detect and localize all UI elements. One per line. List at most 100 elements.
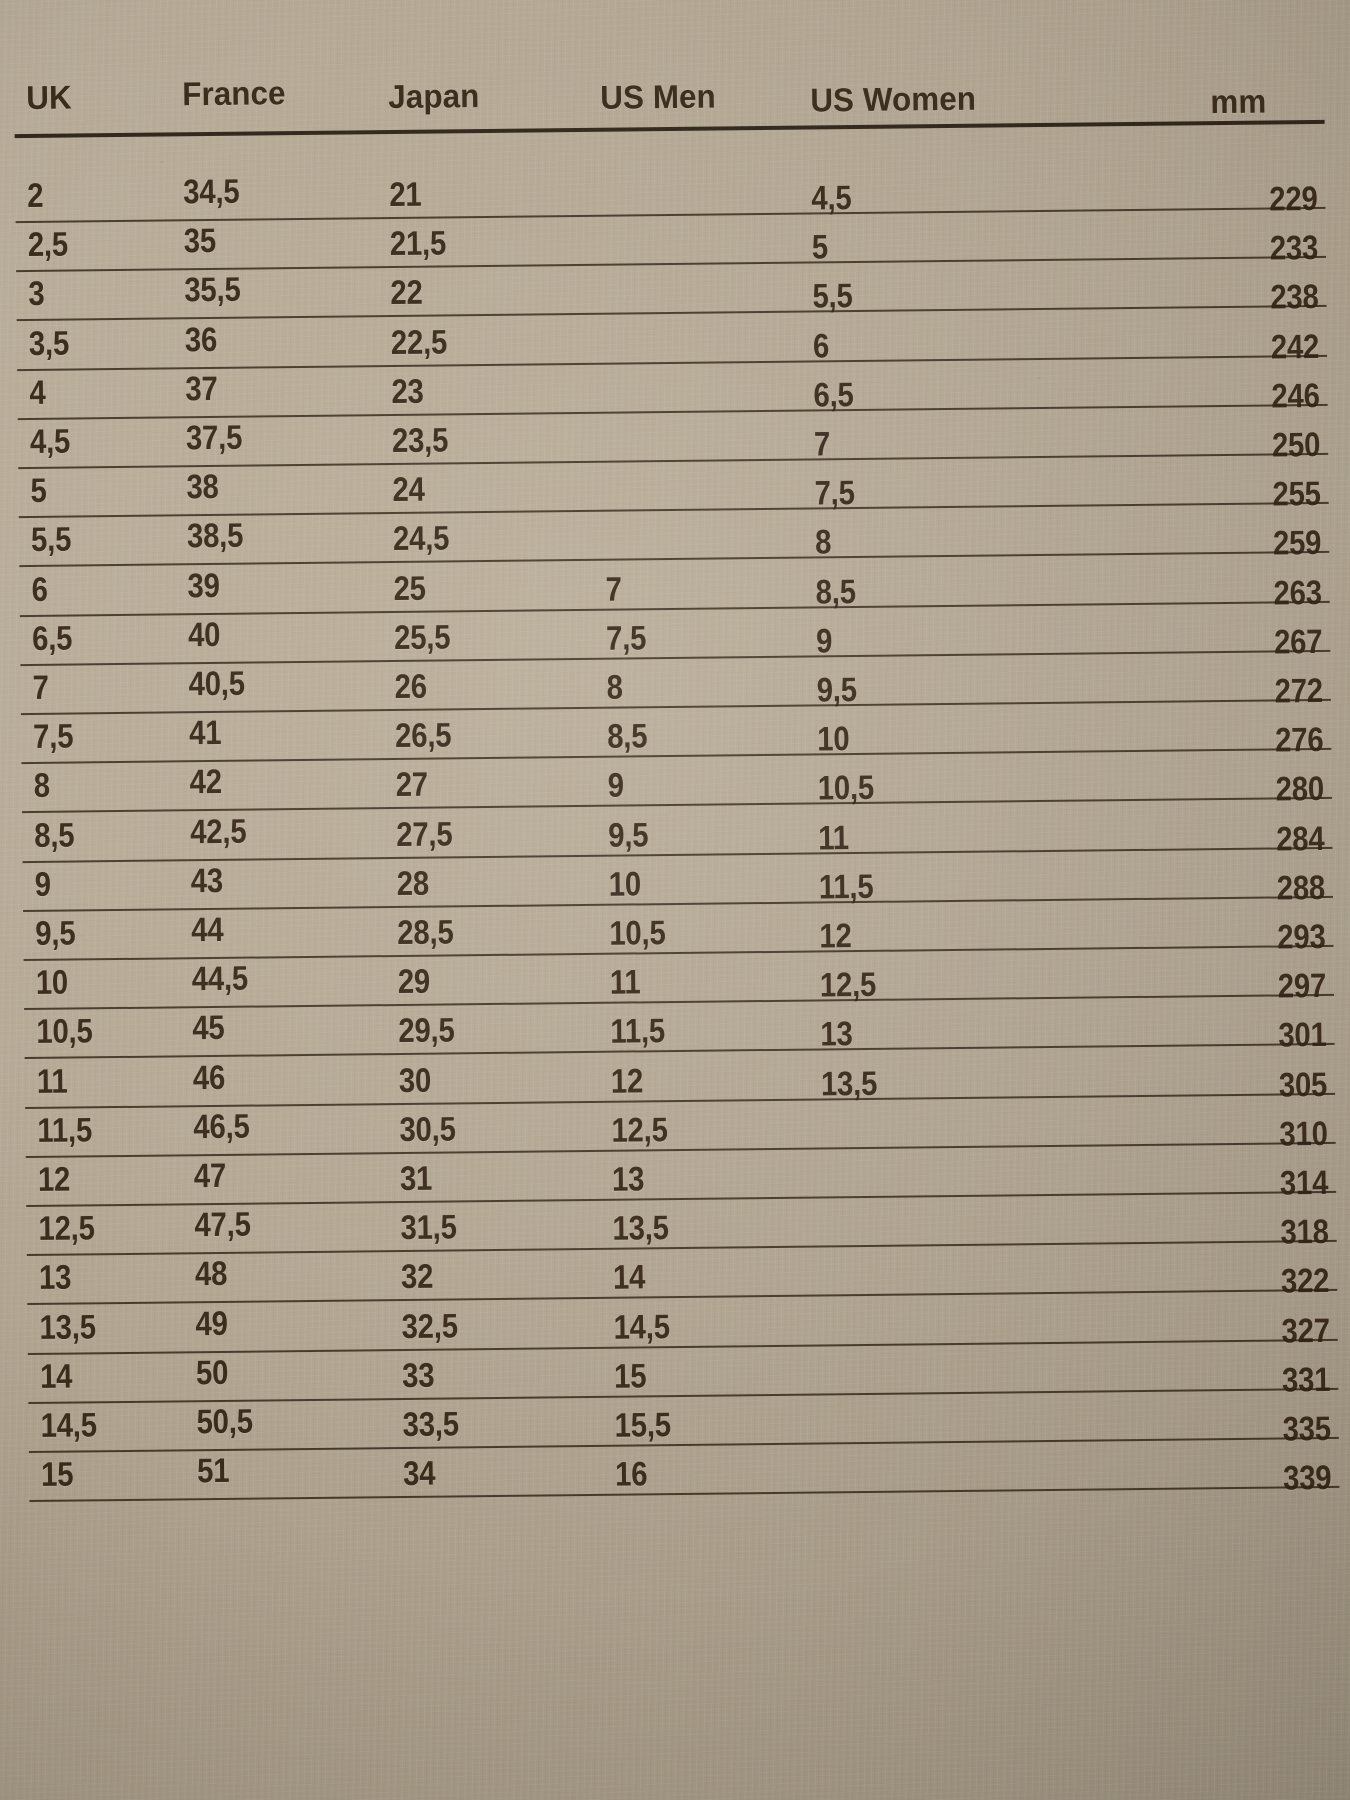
cell-japan: 31,5 bbox=[400, 1208, 457, 1248]
cell-uk: 2,5 bbox=[27, 225, 69, 265]
cell-france: 40 bbox=[187, 615, 221, 655]
cell-us-men: 12,5 bbox=[611, 1110, 668, 1150]
cell-france: 50,5 bbox=[196, 1402, 254, 1442]
cell-us-men: 8,5 bbox=[606, 717, 648, 756]
cell-us-men: 16 bbox=[614, 1455, 648, 1494]
cell-uk: 15 bbox=[40, 1455, 74, 1495]
cell-france: 41 bbox=[188, 714, 222, 753]
cell-france: 44,5 bbox=[191, 959, 249, 999]
cell-france: 34,5 bbox=[183, 172, 240, 212]
cell-uk: 7 bbox=[32, 668, 49, 707]
cell-japan: 30,5 bbox=[399, 1110, 456, 1149]
cell-us-men: 9,5 bbox=[608, 815, 649, 855]
cell-france: 36 bbox=[184, 320, 218, 359]
cell-uk: 2 bbox=[27, 176, 44, 215]
table-body: 2 34,5 21 4,5 229 2,5 35 21,5 5 233 3 35,5 22 5,5 238 3… bbox=[0, 0, 1341, 1503]
cell-uk: 6,5 bbox=[31, 619, 73, 658]
cell-japan: 21 bbox=[389, 175, 422, 215]
cell-uk: 11 bbox=[36, 1062, 68, 1101]
cell-us-men: 14,5 bbox=[613, 1307, 671, 1347]
cell-uk: 10,5 bbox=[36, 1012, 93, 1052]
cell-japan: 32,5 bbox=[401, 1306, 458, 1346]
cell-japan: 27 bbox=[395, 766, 429, 805]
cell-france: 49 bbox=[195, 1304, 228, 1343]
column-header-us-women: US Women bbox=[810, 79, 977, 119]
cell-uk: 9,5 bbox=[35, 914, 76, 953]
cell-us-men: 7,5 bbox=[605, 619, 647, 658]
cell-uk: 13,5 bbox=[39, 1307, 96, 1347]
cell-us-men: 11,5 bbox=[610, 1012, 666, 1052]
column-header-us-men: US Men bbox=[600, 77, 717, 116]
cell-uk: 12,5 bbox=[38, 1209, 95, 1249]
cell-us-men: 15,5 bbox=[614, 1406, 672, 1445]
cell-uk: 14,5 bbox=[40, 1406, 98, 1445]
cell-mm: 339 bbox=[1282, 1459, 1332, 1498]
cell-japan: 34 bbox=[402, 1454, 436, 1494]
cell-japan: 22 bbox=[390, 274, 423, 313]
column-header-france: France bbox=[182, 74, 286, 113]
cell-japan: 25,5 bbox=[393, 618, 451, 657]
cell-japan: 29 bbox=[397, 962, 431, 1002]
cell-france: 35,5 bbox=[184, 271, 241, 310]
cell-us-men: 14 bbox=[612, 1258, 646, 1298]
cell-japan: 27,5 bbox=[396, 815, 453, 854]
cell-france: 37,5 bbox=[185, 418, 243, 458]
cell-us-men: 11 bbox=[609, 963, 641, 1002]
cell-us-men: 13,5 bbox=[612, 1209, 669, 1248]
cell-uk: 5 bbox=[30, 471, 47, 511]
cell-uk: 14 bbox=[39, 1357, 73, 1396]
cell-france: 38 bbox=[186, 468, 219, 507]
cell-uk: 8,5 bbox=[34, 816, 75, 855]
cell-japan: 31 bbox=[399, 1159, 433, 1198]
cell-japan: 26,5 bbox=[394, 716, 452, 756]
cell-us-men: 9 bbox=[607, 766, 625, 806]
cell-japan: 22,5 bbox=[390, 323, 448, 362]
cell-us-men: 15 bbox=[613, 1357, 647, 1396]
cell-uk: 4 bbox=[29, 373, 46, 412]
column-header-japan: Japan bbox=[388, 77, 480, 116]
cell-us-men: 12 bbox=[610, 1061, 644, 1101]
cell-japan: 32 bbox=[400, 1258, 434, 1297]
cell-uk: 4,5 bbox=[29, 422, 71, 461]
cell-japan: 28 bbox=[396, 864, 430, 903]
cell-japan: 21,5 bbox=[389, 224, 447, 264]
table-row: 15 51 34 16 339 bbox=[7, 1442, 1350, 1507]
cell-france: 47 bbox=[193, 1156, 227, 1196]
cell-us-men: 10 bbox=[608, 865, 642, 904]
header-rule bbox=[14, 119, 1325, 139]
cell-uk: 9 bbox=[34, 865, 52, 904]
cell-uk: 11,5 bbox=[37, 1111, 93, 1150]
cell-france: 45 bbox=[192, 1009, 225, 1048]
cell-uk: 3 bbox=[28, 275, 45, 314]
cell-france: 44 bbox=[191, 910, 224, 950]
cell-uk: 13 bbox=[38, 1258, 72, 1298]
cell-uk: 8 bbox=[33, 767, 51, 806]
cell-japan: 33 bbox=[401, 1356, 435, 1395]
cell-france: 50 bbox=[195, 1353, 229, 1393]
cell-uk: 12 bbox=[37, 1160, 71, 1199]
cell-uk: 7,5 bbox=[32, 717, 74, 757]
column-header-mm: mm bbox=[1210, 82, 1267, 121]
cell-japan: 24 bbox=[392, 470, 425, 510]
cell-japan: 26 bbox=[394, 667, 428, 707]
cell-japan: 29,5 bbox=[398, 1011, 455, 1051]
cell-france: 46 bbox=[192, 1058, 226, 1097]
cell-uk: 10 bbox=[35, 963, 69, 1003]
cell-france: 51 bbox=[196, 1452, 230, 1491]
table-header-row: UK France Japan US Men US Women mm bbox=[0, 65, 1343, 139]
cell-france: 43 bbox=[190, 861, 224, 901]
cell-japan: 30 bbox=[398, 1061, 432, 1100]
cell-france: 46,5 bbox=[193, 1107, 250, 1147]
cell-france: 38,5 bbox=[186, 517, 244, 556]
cell-us-men: 10,5 bbox=[609, 914, 666, 953]
cell-uk: 6 bbox=[31, 570, 48, 609]
cell-france: 35 bbox=[183, 222, 217, 261]
cell-us-men: 7 bbox=[605, 570, 622, 609]
cell-japan: 23,5 bbox=[391, 421, 449, 461]
cell-japan: 23 bbox=[391, 372, 424, 411]
cell-us-men: 8 bbox=[606, 668, 623, 707]
cell-uk: 3,5 bbox=[28, 324, 70, 363]
cell-france: 48 bbox=[194, 1255, 228, 1294]
